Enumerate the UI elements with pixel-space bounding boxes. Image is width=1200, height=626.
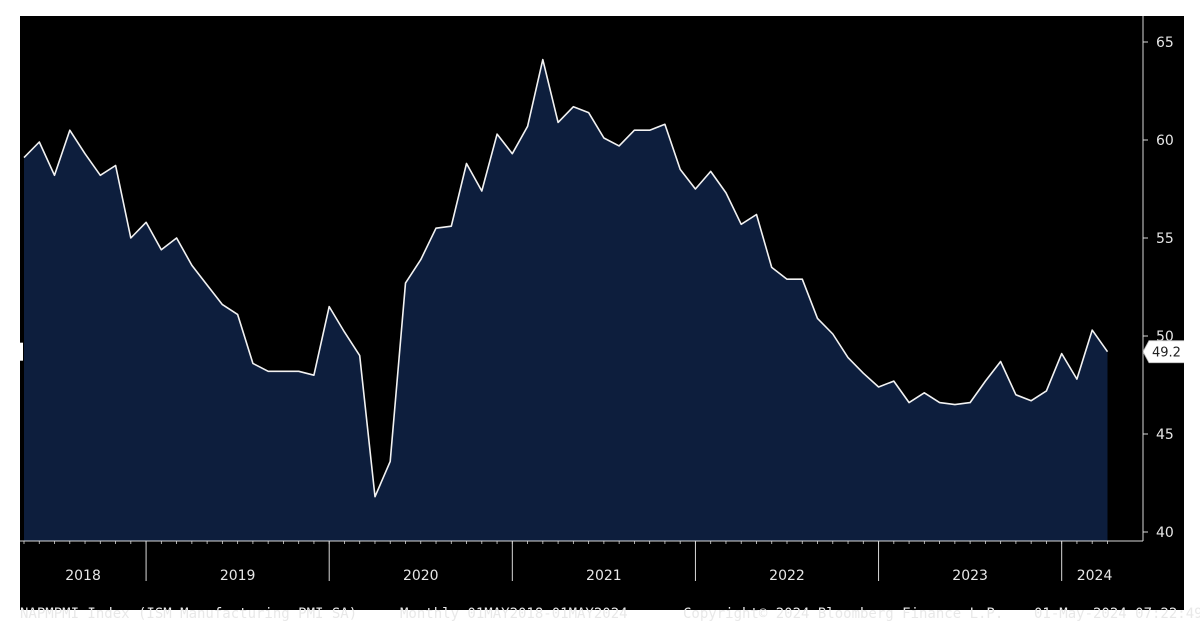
year-label: 2022 (769, 568, 805, 584)
y-tick-label: 65 (1156, 35, 1174, 51)
y-tick-label: 55 (1156, 231, 1174, 247)
footer-date-range: Monthly 01MAY2018-01MAY2024 (400, 606, 628, 622)
year-label: 2018 (65, 568, 101, 584)
footer-timestamp: 01-May-2024 07:22:49 (1034, 606, 1200, 622)
left-edge-marker (20, 342, 23, 361)
y-tick-label: 45 (1156, 427, 1174, 443)
chart-panel: 65 60 55 50 45 40 2018 2019 2020 2021 2022 2023 2024… (20, 16, 1200, 622)
series-line (23, 58, 1109, 498)
year-label: 2023 (952, 568, 988, 584)
year-label: 2019 (220, 568, 256, 584)
footer-series-name: NAPMPMI Index (ISM Manufacturing PMI SA) (20, 606, 358, 622)
y-tick-label: 40 (1156, 525, 1174, 541)
area-fill (24, 59, 1108, 541)
year-label: 2024 (1077, 568, 1113, 584)
year-label: 2020 (403, 568, 439, 584)
year-label: 2021 (586, 568, 622, 584)
footer-copyright: Copyright© 2024 Bloomberg Finance L.P. (683, 606, 1004, 622)
last-value-label: 49.2 (1152, 346, 1181, 361)
chart-footer: NAPMPMI Index (ISM Manufacturing PMI SA)… (20, 602, 1200, 626)
y-tick-label: 60 (1156, 133, 1174, 149)
last-value-tag (1142, 340, 1184, 364)
